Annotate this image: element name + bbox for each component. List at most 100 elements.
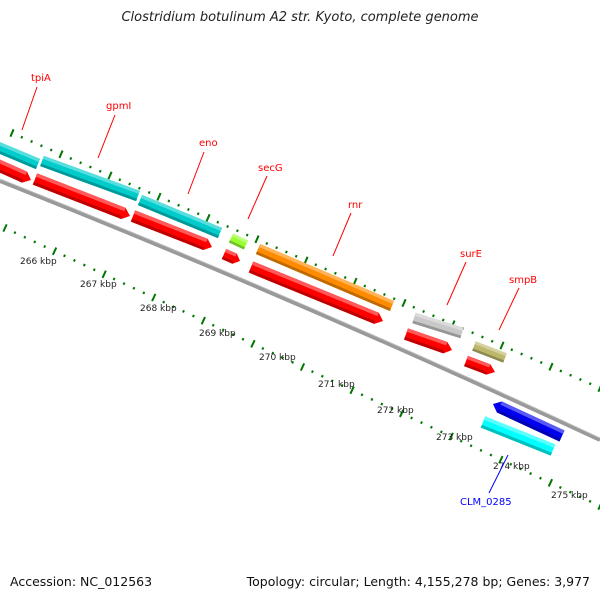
gene-leader-line: [498, 287, 520, 331]
tick-label: 271 kbp: [318, 380, 355, 390]
upper-tick: [569, 373, 572, 377]
upper-tick: [167, 199, 171, 203]
lower-tick: [23, 235, 27, 239]
upper-tick: [539, 361, 543, 364]
lower-tick: [370, 397, 374, 401]
feature-CLM_0285-cog-shadow: [480, 424, 552, 456]
upper-tick: [285, 250, 288, 254]
feature-eno-cog-highlight: [140, 194, 223, 231]
upper-tick: [205, 213, 211, 223]
upper-tick: [226, 225, 229, 228]
feature-rnr-cog: [255, 243, 395, 312]
feature-surE-cog-shadow: [412, 320, 462, 339]
upper-tick: [40, 144, 43, 148]
tick-label: 270 kbp: [259, 353, 296, 363]
feature-rnr-cds-highlight: [251, 261, 379, 317]
feature-secG-cds-highlight: [224, 248, 237, 257]
upper-tick: [177, 203, 180, 207]
lower-tick: [340, 384, 344, 388]
lower-tick: [568, 490, 572, 494]
lower-tick: [311, 370, 314, 374]
upper-tick: [147, 191, 151, 194]
lower-tick: [92, 268, 96, 272]
upper-tick: [520, 352, 523, 356]
gene-leader-line: [247, 175, 268, 220]
feature-secG-cds-shadow: [221, 256, 234, 264]
feature-CLM_0285-cds: [493, 401, 565, 442]
lower-tick: [410, 416, 413, 420]
feature-gpmI-cog: [40, 155, 140, 202]
lower-tick: [420, 421, 423, 425]
feature-smpB-cog-highlight: [474, 341, 507, 357]
upper-tick: [334, 271, 337, 275]
upper-tick: [294, 254, 298, 258]
upper-tick: [49, 148, 53, 152]
feature-CLM_0285-cog-highlight: [483, 416, 556, 448]
lower-tick: [250, 339, 256, 348]
feature-tpiA-cds-highlight: [0, 159, 28, 175]
lower-tick: [281, 356, 285, 360]
feature-eno-cog: [137, 194, 223, 239]
feature-gpmI-cds-shadow: [32, 181, 123, 220]
upper-tick: [118, 178, 122, 182]
lower-tick: [291, 360, 294, 364]
upper-tick: [98, 169, 102, 173]
upper-tick: [107, 171, 113, 180]
lower-tick: [271, 351, 275, 355]
feature-secG-cog: [228, 233, 249, 250]
lower-tick: [539, 476, 542, 480]
upper-tick: [138, 186, 141, 190]
upper-tick: [548, 362, 554, 371]
backbone-highlight: [0, 178, 600, 439]
lower-tick: [261, 346, 265, 350]
upper-tick: [373, 288, 376, 292]
gene-leader-line: [187, 151, 205, 195]
tick-label: 266 kbp: [20, 257, 57, 267]
upper-tick: [422, 310, 425, 313]
lower-tick: [82, 263, 86, 267]
upper-tick: [314, 263, 318, 267]
lower-tick: [221, 328, 225, 332]
lower-tick: [469, 444, 473, 448]
upper-tick: [30, 140, 33, 143]
lower-tick: [519, 467, 523, 471]
feature-CLM_0285-cds-shadow: [496, 409, 561, 442]
lower-tick: [132, 286, 136, 290]
lower-tick: [172, 305, 175, 309]
feature-surE-cds-shadow: [404, 336, 445, 354]
lower-tick: [43, 245, 47, 249]
lower-tick: [182, 309, 185, 313]
lower-tick: [142, 291, 146, 295]
lower-tick: [299, 362, 306, 372]
feature-surE-cds-highlight: [406, 328, 448, 346]
upper-tick: [412, 305, 416, 309]
upper-tick: [588, 382, 592, 386]
upper-tick: [510, 348, 514, 352]
gene-label-surE: surE: [460, 249, 482, 260]
lower-tick: [241, 337, 245, 341]
feature-gpmI-cog-shadow: [40, 163, 138, 202]
upper-tick: [9, 128, 15, 138]
lower-tick: [390, 407, 394, 411]
feature-smpB-cds-highlight: [466, 355, 491, 368]
tick-label: 269 kbp: [199, 329, 236, 339]
lower-tick: [578, 495, 582, 499]
lower-tick: [399, 409, 405, 418]
upper-tick: [254, 235, 260, 244]
lower-tick: [162, 300, 166, 304]
upper-tick: [499, 341, 505, 350]
upper-tick: [441, 318, 445, 322]
feature-CLM_0285-cog: [480, 416, 556, 456]
tick-label: 267 kbp: [80, 280, 117, 290]
lower-tick: [349, 386, 355, 395]
lower-tick: [597, 503, 600, 511]
upper-tick: [363, 284, 367, 288]
lower-tick: [509, 462, 513, 466]
gene-leader-line: [488, 454, 509, 494]
upper-tick: [579, 378, 582, 381]
lower-tick: [2, 223, 8, 233]
feature-tpiA-cog-highlight: [0, 142, 41, 162]
lower-tick: [380, 402, 384, 406]
gene-leader-line: [332, 212, 352, 257]
lower-tick: [498, 455, 504, 464]
